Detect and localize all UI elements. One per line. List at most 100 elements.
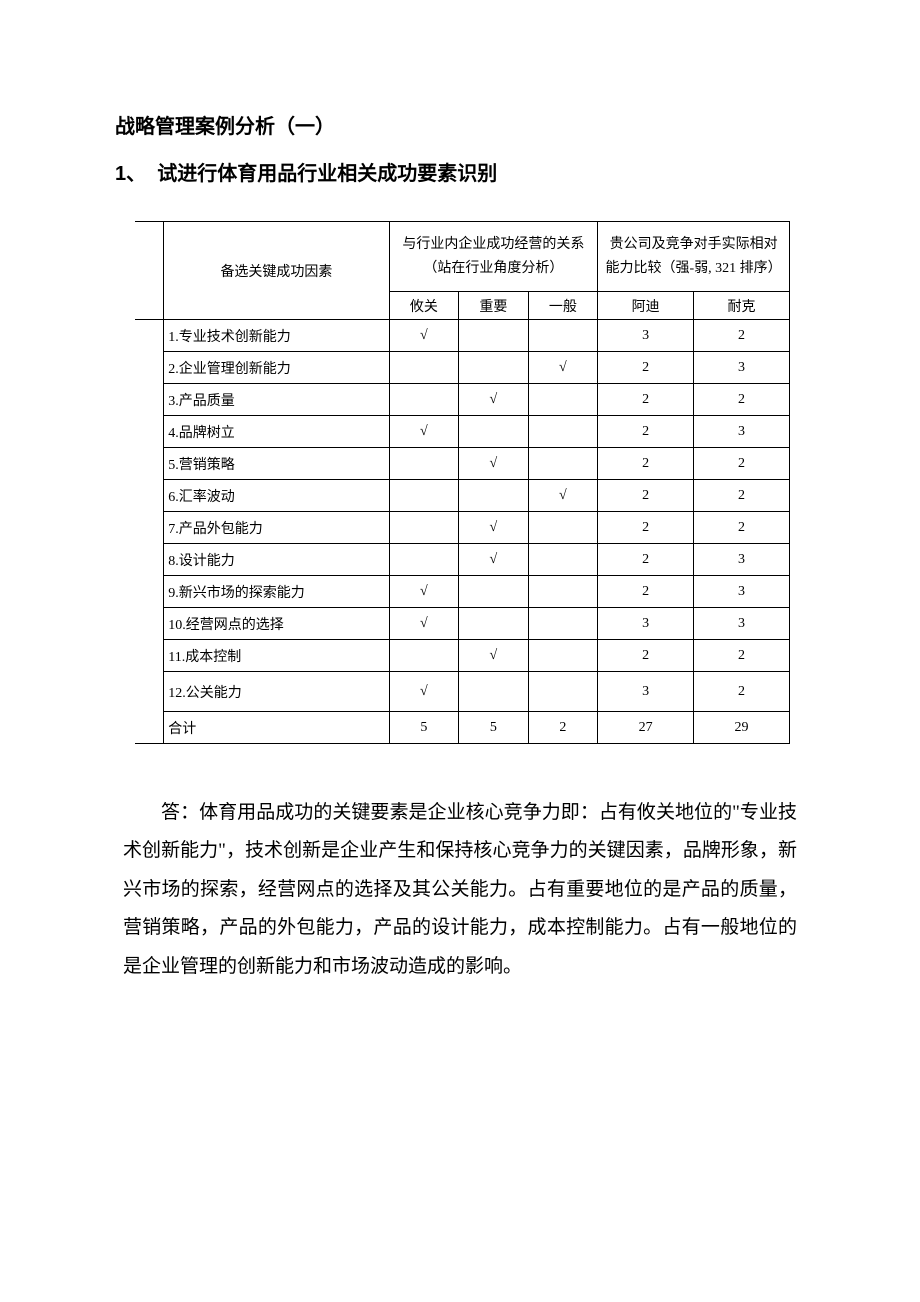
adi-cell: 2 — [598, 480, 694, 512]
important-cell: √ — [459, 384, 529, 416]
critical-cell: √ — [389, 416, 459, 448]
nike-cell: 3 — [694, 544, 790, 576]
critical-cell — [389, 544, 459, 576]
factor-cell: 5.营销策略 — [164, 448, 389, 480]
nike-cell: 2 — [694, 320, 790, 352]
answer-paragraph: 答：体育用品成功的关键要素是企业核心竞争力即：占有攸关地位的"专业技术创新能力"… — [115, 794, 805, 986]
general-cell — [528, 512, 598, 544]
total-important: 5 — [459, 712, 529, 744]
adi-cell: 2 — [598, 544, 694, 576]
general-cell: √ — [528, 352, 598, 384]
section-number: 1、 — [115, 157, 146, 186]
table-spacer-col — [135, 222, 164, 320]
general-cell — [528, 384, 598, 416]
general-cell — [528, 640, 598, 672]
important-cell — [459, 672, 529, 712]
nike-cell: 2 — [694, 480, 790, 512]
nike-cell: 3 — [694, 352, 790, 384]
table-header-relation: 与行业内企业成功经营的关系（站在行业角度分析） — [389, 222, 598, 292]
important-cell: √ — [459, 640, 529, 672]
adi-cell: 3 — [598, 608, 694, 640]
nike-cell: 3 — [694, 576, 790, 608]
total-adi: 27 — [598, 712, 694, 744]
table-header-important: 重要 — [459, 292, 529, 320]
factor-cell: 10.经营网点的选择 — [164, 608, 389, 640]
important-cell — [459, 320, 529, 352]
table-spacer-body — [135, 320, 164, 744]
table-row: 3.产品质量 √ 2 2 — [135, 384, 790, 416]
nike-cell: 2 — [694, 512, 790, 544]
critical-cell: √ — [389, 608, 459, 640]
total-nike: 29 — [694, 712, 790, 744]
table-body: 1.专业技术创新能力 √ 3 2 2.企业管理创新能力 √ 2 3 3.产品质量… — [135, 320, 790, 744]
important-cell — [459, 576, 529, 608]
adi-cell: 2 — [598, 576, 694, 608]
table-row: 9.新兴市场的探索能力 √ 2 3 — [135, 576, 790, 608]
table-header-comparison: 贵公司及竞争对手实际相对能力比较（强-弱, 321 排序） — [598, 222, 790, 292]
table-row: 4.品牌树立 √ 2 3 — [135, 416, 790, 448]
success-factors-table: 备选关键成功因素 与行业内企业成功经营的关系（站在行业角度分析） 贵公司及竞争对… — [135, 221, 790, 744]
factor-cell: 9.新兴市场的探索能力 — [164, 576, 389, 608]
general-cell — [528, 544, 598, 576]
factor-cell: 6.汇率波动 — [164, 480, 389, 512]
adi-cell: 2 — [598, 512, 694, 544]
total-general: 2 — [528, 712, 598, 744]
factor-cell: 1.专业技术创新能力 — [164, 320, 389, 352]
table-row: 11.成本控制 √ 2 2 — [135, 640, 790, 672]
adi-cell: 3 — [598, 672, 694, 712]
table-row: 1.专业技术创新能力 √ 3 2 — [135, 320, 790, 352]
important-cell: √ — [459, 512, 529, 544]
nike-cell: 2 — [694, 672, 790, 712]
factor-cell: 7.产品外包能力 — [164, 512, 389, 544]
answer-prefix: 答： — [161, 802, 199, 823]
critical-cell — [389, 640, 459, 672]
general-cell: √ — [528, 480, 598, 512]
table-row: 7.产品外包能力 √ 2 2 — [135, 512, 790, 544]
table-header-adi: 阿迪 — [598, 292, 694, 320]
important-cell — [459, 352, 529, 384]
factor-cell: 3.产品质量 — [164, 384, 389, 416]
factor-cell: 11.成本控制 — [164, 640, 389, 672]
important-cell: √ — [459, 544, 529, 576]
important-cell — [459, 608, 529, 640]
general-cell — [528, 416, 598, 448]
critical-cell — [389, 448, 459, 480]
total-label: 合计 — [164, 712, 389, 744]
document-title: 战略管理案例分析（一） — [115, 110, 805, 139]
adi-cell: 3 — [598, 320, 694, 352]
general-cell — [528, 320, 598, 352]
table-header-nike: 耐克 — [694, 292, 790, 320]
table-header-critical: 攸关 — [389, 292, 459, 320]
table-row: 6.汇率波动 √ 2 2 — [135, 480, 790, 512]
general-cell — [528, 576, 598, 608]
section-text: 试进行体育用品行业相关成功要素识别 — [157, 163, 497, 185]
table-header-general: 一般 — [528, 292, 598, 320]
critical-cell: √ — [389, 320, 459, 352]
total-critical: 5 — [389, 712, 459, 744]
critical-cell — [389, 352, 459, 384]
adi-cell: 2 — [598, 416, 694, 448]
critical-cell — [389, 480, 459, 512]
adi-cell: 2 — [598, 448, 694, 480]
factor-cell: 2.企业管理创新能力 — [164, 352, 389, 384]
nike-cell: 2 — [694, 640, 790, 672]
table-total-row: 合计 5 5 2 27 29 — [135, 712, 790, 744]
important-cell: √ — [459, 448, 529, 480]
table-row: 12.公关能力 √ 3 2 — [135, 672, 790, 712]
adi-cell: 2 — [598, 352, 694, 384]
general-cell — [528, 672, 598, 712]
important-cell — [459, 416, 529, 448]
table-row: 10.经营网点的选择 √ 3 3 — [135, 608, 790, 640]
nike-cell: 3 — [694, 416, 790, 448]
critical-cell — [389, 384, 459, 416]
nike-cell: 2 — [694, 448, 790, 480]
factor-cell: 8.设计能力 — [164, 544, 389, 576]
table-row: 2.企业管理创新能力 √ 2 3 — [135, 352, 790, 384]
general-cell — [528, 448, 598, 480]
critical-cell — [389, 512, 459, 544]
adi-cell: 2 — [598, 640, 694, 672]
factor-cell: 12.公关能力 — [164, 672, 389, 712]
nike-cell: 2 — [694, 384, 790, 416]
critical-cell: √ — [389, 576, 459, 608]
critical-cell: √ — [389, 672, 459, 712]
